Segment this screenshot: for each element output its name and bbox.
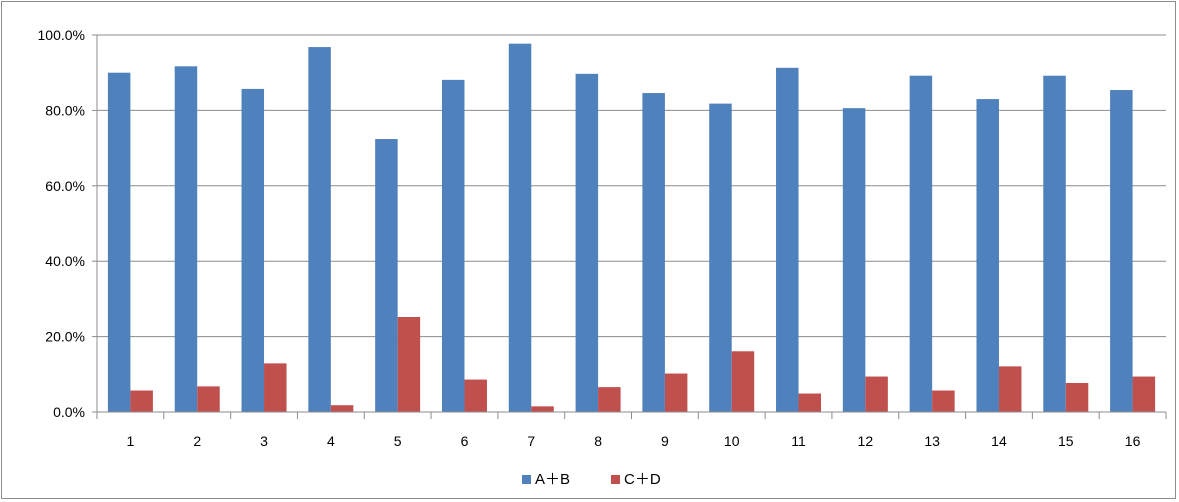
bar-a-plus-b-2	[174, 66, 198, 412]
bar-a-plus-b-14	[976, 99, 999, 412]
bar-c-plus-d-13	[932, 390, 955, 412]
legend-label: A＋B	[535, 471, 570, 488]
bar-c-plus-d-16	[1132, 376, 1156, 412]
x-tick-label: 7	[527, 433, 535, 449]
y-tick-label: 20.0%	[45, 329, 85, 345]
legend-label: C＋D	[624, 471, 661, 488]
x-tick-label: 2	[193, 433, 201, 449]
bar-a-plus-b-10	[709, 103, 732, 412]
y-tick-label: 0.0%	[53, 404, 85, 420]
bar-a-plus-b-15	[1043, 75, 1066, 412]
bar-a-plus-b-3	[241, 88, 265, 412]
bar-a-plus-b-11	[776, 67, 799, 412]
bar-c-plus-d-6	[464, 379, 487, 412]
x-tick-label: 1	[127, 433, 135, 449]
axes	[96, 35, 1167, 419]
bar-a-plus-b-16	[1110, 90, 1133, 413]
bar-c-plus-d-10	[731, 351, 755, 412]
bar-a-plus-b-6	[441, 79, 465, 412]
bar-c-plus-d-5	[397, 316, 421, 412]
bar-a-plus-b-5	[375, 139, 398, 412]
x-tick-label: 16	[1125, 433, 1141, 449]
bars	[107, 43, 1156, 413]
y-tick-label: 40.0%	[45, 253, 85, 269]
bar-c-plus-d-7	[531, 406, 554, 412]
x-tick-label: 12	[858, 433, 874, 449]
bar-c-plus-d-15	[1065, 382, 1089, 412]
bar-a-plus-b-4	[308, 47, 331, 413]
legend: A＋B C＋D	[522, 471, 661, 488]
bar-a-plus-b-1	[107, 72, 131, 412]
x-tick-labels: 1 2 3 4 5 6 7 8 9 10 11 12 13 14 15 16	[127, 433, 1141, 449]
bar-c-plus-d-9	[664, 373, 688, 412]
bar-c-plus-d-2	[197, 386, 220, 412]
y-tick-label: 80.0%	[45, 102, 85, 118]
x-tick-label: 6	[461, 433, 469, 449]
x-tick-label: 15	[1058, 433, 1074, 449]
bar-c-plus-d-12	[865, 376, 888, 412]
bar-a-plus-b-12	[842, 108, 866, 412]
x-tick-label: 3	[260, 433, 268, 449]
x-tick-label: 11	[791, 433, 806, 449]
y-tick-label: 100.0%	[38, 27, 85, 43]
x-tick-label: 8	[594, 433, 602, 449]
x-tick-label: 14	[991, 433, 1007, 449]
y-tick-label: 60.0%	[45, 178, 85, 194]
x-tick-label: 13	[924, 433, 940, 449]
legend-swatch	[522, 475, 531, 484]
bar-c-plus-d-1	[130, 390, 153, 412]
bar-a-plus-b-7	[508, 43, 532, 413]
bar-a-plus-b-13	[909, 75, 933, 412]
bar-a-plus-b-9	[642, 93, 665, 413]
bar-a-plus-b-8	[575, 73, 599, 413]
x-tick-label: 9	[661, 433, 669, 449]
y-tick-labels: 0.0% 20.0% 40.0% 60.0% 80.0% 100.0%	[38, 27, 85, 420]
x-tick-label: 5	[394, 433, 402, 449]
bar-c-plus-d-4	[330, 405, 354, 412]
bar-c-plus-d-8	[598, 387, 621, 412]
x-tick-label: 4	[327, 433, 335, 449]
bar-c-plus-d-3	[264, 363, 287, 412]
bar-c-plus-d-11	[798, 393, 822, 412]
bar-c-plus-d-14	[998, 366, 1022, 412]
legend-swatch	[611, 475, 620, 484]
x-tick-label: 10	[724, 433, 740, 449]
